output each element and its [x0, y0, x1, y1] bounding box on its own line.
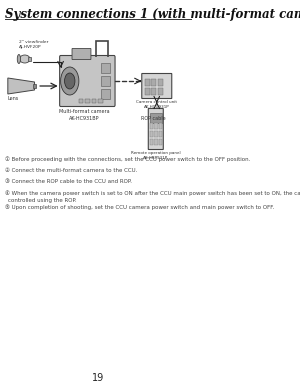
Bar [101, 76, 110, 86]
Text: 2" viewfinder
AJ-HVF20P: 2" viewfinder AJ-HVF20P [19, 40, 48, 49]
Bar [150, 123, 153, 129]
Bar [159, 131, 162, 137]
Circle shape [61, 67, 79, 95]
Text: Lens: Lens [8, 96, 19, 101]
Bar [92, 99, 97, 103]
Bar [150, 139, 153, 145]
Text: Camera control unit
AK-HCU931P: Camera control unit AK-HCU931P [136, 100, 177, 109]
Polygon shape [8, 78, 34, 94]
Text: System connections 1 (with multi-format camera): System connections 1 (with multi-format … [4, 8, 300, 21]
Text: Multi-format camera
AK-HC931BP: Multi-format camera AK-HC931BP [59, 109, 110, 121]
Bar [151, 79, 156, 86]
Text: 19: 19 [92, 373, 104, 383]
FancyBboxPatch shape [142, 74, 172, 98]
Text: ② Connect the multi-format camera to the CCU.: ② Connect the multi-format camera to the… [5, 168, 138, 173]
Bar [151, 88, 156, 95]
Bar [145, 79, 150, 86]
FancyBboxPatch shape [148, 109, 163, 149]
Bar [101, 63, 110, 73]
Text: ① Before proceeding with the connections, set the CCU power switch to the OFF po: ① Before proceeding with the connections… [5, 156, 250, 161]
Text: ④ When the camera power switch is set to ON after the CCU main power switch has : ④ When the camera power switch is set to… [5, 190, 300, 196]
Bar [158, 88, 163, 95]
Bar [150, 113, 162, 123]
Bar [158, 79, 163, 86]
Bar [85, 99, 90, 103]
Text: ⑤ Upon completion of shooting, set the CCU camera power switch and main power sw: ⑤ Upon completion of shooting, set the C… [5, 204, 275, 210]
Bar [145, 88, 150, 95]
Ellipse shape [17, 54, 20, 63]
FancyBboxPatch shape [60, 56, 115, 107]
Circle shape [64, 73, 75, 89]
Bar [154, 123, 158, 129]
Bar [150, 131, 153, 137]
FancyBboxPatch shape [72, 49, 91, 60]
Bar [154, 139, 158, 145]
Bar [98, 99, 103, 103]
Bar [101, 89, 110, 99]
Text: Remote operation panel
AK-HRP931P: Remote operation panel AK-HRP931P [131, 151, 181, 160]
Text: controlled using the ROP.: controlled using the ROP. [8, 198, 77, 203]
Bar [154, 131, 158, 137]
Bar [33, 84, 36, 88]
Text: ③ Connect the ROP cable to the CCU and ROP.: ③ Connect the ROP cable to the CCU and R… [5, 179, 132, 184]
Ellipse shape [20, 55, 30, 63]
Bar [79, 99, 83, 103]
Bar [159, 123, 162, 129]
Text: ROP cable: ROP cable [141, 116, 165, 121]
Bar [159, 139, 162, 145]
Bar [28, 57, 31, 61]
